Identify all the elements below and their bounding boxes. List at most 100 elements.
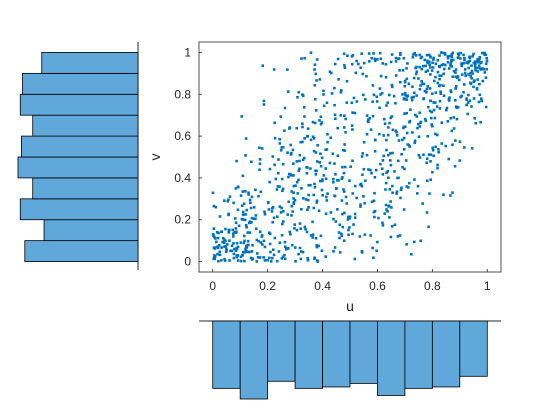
scatter-point xyxy=(315,244,318,247)
scatter-point xyxy=(448,54,451,58)
scatter-point xyxy=(380,91,384,95)
scatter-point xyxy=(463,68,467,71)
scatter-point xyxy=(387,205,390,208)
scatter-point xyxy=(224,227,227,231)
scatter-point xyxy=(424,70,428,74)
scatter-point xyxy=(474,68,477,72)
scatter-point xyxy=(286,213,290,216)
scatter-point xyxy=(241,253,244,257)
scatter-point xyxy=(468,59,472,63)
scatter-point xyxy=(316,160,319,163)
scatter-point xyxy=(402,136,406,140)
scatter-point xyxy=(432,154,435,158)
v-histogram-bar xyxy=(17,156,139,179)
scatter-point xyxy=(347,228,350,232)
scatter-point xyxy=(304,227,307,231)
u-histogram-bar xyxy=(239,320,269,400)
scatter-point xyxy=(232,235,235,238)
scatter-point xyxy=(361,152,365,155)
scatter-point xyxy=(429,99,433,103)
scatter-point xyxy=(333,246,337,249)
scatter-point xyxy=(473,79,476,82)
scatter-point xyxy=(468,99,472,103)
scatter-point xyxy=(476,70,480,73)
scatter-point xyxy=(379,93,382,96)
scatter-point xyxy=(312,137,316,140)
scatter-point xyxy=(290,190,293,193)
scatter-point xyxy=(250,160,253,164)
scatter-point xyxy=(318,119,321,122)
scatter-point xyxy=(384,75,388,79)
scatter-point xyxy=(346,54,349,58)
scatter-point xyxy=(212,246,216,250)
scatter-point xyxy=(426,61,429,65)
scatter-point xyxy=(340,199,344,202)
scatter-point xyxy=(337,231,341,234)
scatter-point xyxy=(434,132,437,136)
scatter-point xyxy=(473,63,477,67)
scatter-point xyxy=(275,259,279,263)
scatter-point xyxy=(417,135,421,139)
scatter-point xyxy=(211,191,215,195)
scatter-point xyxy=(476,66,479,70)
scatter-point xyxy=(416,184,420,188)
scatter-point xyxy=(474,62,477,65)
scatter-point xyxy=(410,98,414,102)
scatter-point xyxy=(484,53,488,57)
scatter-point xyxy=(427,53,431,57)
scatter-point xyxy=(456,105,460,109)
scatter-point xyxy=(477,64,481,67)
scatter-point xyxy=(240,115,244,118)
scatter-point xyxy=(336,57,340,61)
scatter-point xyxy=(326,192,329,195)
scatter-point xyxy=(416,192,419,195)
scatter-point xyxy=(408,119,412,123)
scatter-point xyxy=(483,71,487,74)
scatter-point xyxy=(324,177,328,181)
scatter-point xyxy=(315,201,319,204)
scatter-point xyxy=(427,153,431,156)
scatter-point xyxy=(344,130,347,134)
scatter-point xyxy=(353,212,357,216)
scatter-point xyxy=(349,165,352,169)
scatter-point xyxy=(235,246,238,250)
scatter-point xyxy=(440,51,443,54)
scatter-point xyxy=(232,256,236,260)
y-axis-ticks: 0 0.2 0.4 0.6 0.8 1 xyxy=(174,45,202,269)
x-tick-label: 1 xyxy=(484,279,491,293)
scatter-point xyxy=(325,195,328,199)
scatter-point xyxy=(333,113,337,117)
scatter-point xyxy=(291,148,295,152)
y-axis-label: v xyxy=(147,154,163,161)
scatter-point xyxy=(348,179,351,182)
scatter-point xyxy=(371,114,375,118)
scatter-point xyxy=(451,58,455,62)
scatter-point xyxy=(237,224,241,228)
scatter-point xyxy=(430,69,434,72)
scatter-point xyxy=(428,63,431,67)
scatter-point xyxy=(472,61,476,65)
scatter-point xyxy=(296,192,300,195)
scatter-point xyxy=(431,66,435,69)
scatter-point xyxy=(281,222,284,226)
scatter-point xyxy=(339,90,343,94)
scatter-point xyxy=(242,202,246,206)
scatter-point xyxy=(346,215,350,219)
scatter-point xyxy=(408,145,412,148)
scatter-point xyxy=(367,168,370,171)
scatter-point xyxy=(420,67,423,71)
scatter-point xyxy=(360,52,363,55)
scatter-point xyxy=(225,249,228,252)
scatter-point xyxy=(281,189,284,193)
scatter-point xyxy=(283,257,287,261)
scatter-point xyxy=(425,161,428,165)
scatter-point xyxy=(319,152,322,156)
scatter-point xyxy=(320,121,324,124)
scatter-point xyxy=(311,135,315,139)
scatter-point xyxy=(302,197,305,200)
scatter-point xyxy=(425,179,429,183)
scatter-point xyxy=(293,246,297,249)
scatter-point xyxy=(377,216,380,220)
scatter-point xyxy=(243,239,246,243)
scatter-point xyxy=(388,216,391,219)
